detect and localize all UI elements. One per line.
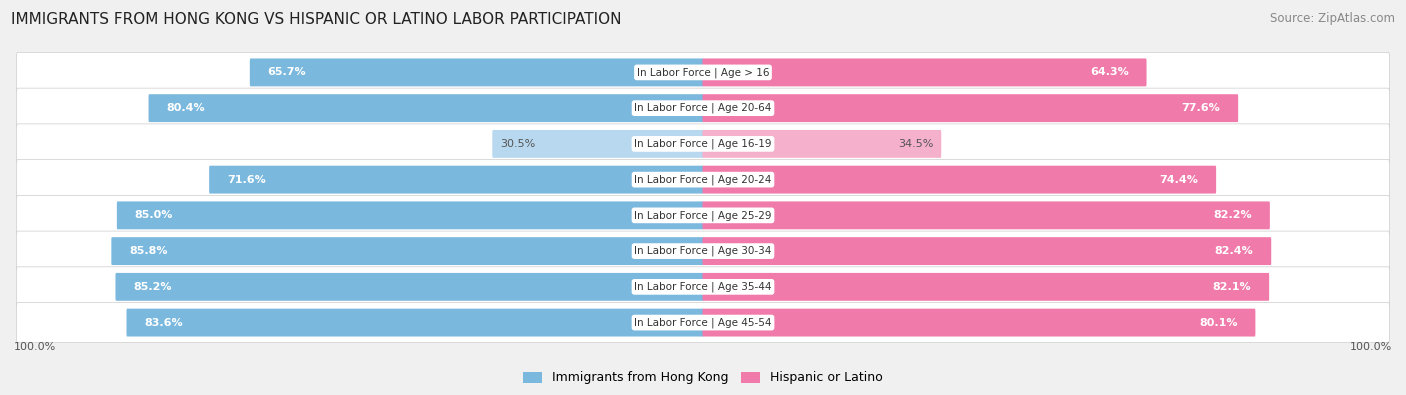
FancyBboxPatch shape xyxy=(703,201,1270,229)
Text: Source: ZipAtlas.com: Source: ZipAtlas.com xyxy=(1270,12,1395,25)
FancyBboxPatch shape xyxy=(492,130,703,158)
FancyBboxPatch shape xyxy=(703,308,1256,337)
FancyBboxPatch shape xyxy=(703,237,1271,265)
FancyBboxPatch shape xyxy=(703,273,1270,301)
Legend: Immigrants from Hong Kong, Hispanic or Latino: Immigrants from Hong Kong, Hispanic or L… xyxy=(519,367,887,389)
Text: 100.0%: 100.0% xyxy=(1350,342,1392,352)
FancyBboxPatch shape xyxy=(703,94,1239,122)
FancyBboxPatch shape xyxy=(17,124,1389,164)
FancyBboxPatch shape xyxy=(17,303,1389,342)
FancyBboxPatch shape xyxy=(115,273,703,301)
FancyBboxPatch shape xyxy=(17,231,1389,271)
Text: In Labor Force | Age 16-19: In Labor Force | Age 16-19 xyxy=(634,139,772,149)
FancyBboxPatch shape xyxy=(703,130,941,158)
Text: 30.5%: 30.5% xyxy=(499,139,536,149)
Text: In Labor Force | Age 45-54: In Labor Force | Age 45-54 xyxy=(634,317,772,328)
Text: 80.1%: 80.1% xyxy=(1199,318,1237,327)
Text: 82.1%: 82.1% xyxy=(1213,282,1251,292)
Text: 64.3%: 64.3% xyxy=(1090,68,1129,77)
Text: 82.4%: 82.4% xyxy=(1215,246,1254,256)
FancyBboxPatch shape xyxy=(127,308,703,337)
FancyBboxPatch shape xyxy=(17,267,1389,307)
Text: 100.0%: 100.0% xyxy=(14,342,56,352)
FancyBboxPatch shape xyxy=(703,58,1146,87)
Text: In Labor Force | Age 25-29: In Labor Force | Age 25-29 xyxy=(634,210,772,221)
Text: 65.7%: 65.7% xyxy=(267,68,307,77)
Text: 77.6%: 77.6% xyxy=(1181,103,1220,113)
Text: In Labor Force | Age 20-64: In Labor Force | Age 20-64 xyxy=(634,103,772,113)
Text: 71.6%: 71.6% xyxy=(226,175,266,184)
FancyBboxPatch shape xyxy=(117,201,703,229)
Text: 85.0%: 85.0% xyxy=(135,211,173,220)
FancyBboxPatch shape xyxy=(149,94,703,122)
FancyBboxPatch shape xyxy=(703,166,1216,194)
Text: In Labor Force | Age 30-34: In Labor Force | Age 30-34 xyxy=(634,246,772,256)
Text: In Labor Force | Age 35-44: In Labor Force | Age 35-44 xyxy=(634,282,772,292)
Text: 82.2%: 82.2% xyxy=(1213,211,1253,220)
Text: 34.5%: 34.5% xyxy=(898,139,934,149)
Text: 85.2%: 85.2% xyxy=(134,282,172,292)
FancyBboxPatch shape xyxy=(17,196,1389,235)
FancyBboxPatch shape xyxy=(17,88,1389,128)
Text: 74.4%: 74.4% xyxy=(1160,175,1198,184)
FancyBboxPatch shape xyxy=(17,53,1389,92)
FancyBboxPatch shape xyxy=(17,160,1389,199)
Text: In Labor Force | Age 20-24: In Labor Force | Age 20-24 xyxy=(634,174,772,185)
FancyBboxPatch shape xyxy=(209,166,703,194)
FancyBboxPatch shape xyxy=(250,58,703,87)
Text: IMMIGRANTS FROM HONG KONG VS HISPANIC OR LATINO LABOR PARTICIPATION: IMMIGRANTS FROM HONG KONG VS HISPANIC OR… xyxy=(11,12,621,27)
Text: 85.8%: 85.8% xyxy=(129,246,167,256)
Text: In Labor Force | Age > 16: In Labor Force | Age > 16 xyxy=(637,67,769,78)
Text: 80.4%: 80.4% xyxy=(166,103,205,113)
Text: 83.6%: 83.6% xyxy=(145,318,183,327)
FancyBboxPatch shape xyxy=(111,237,703,265)
